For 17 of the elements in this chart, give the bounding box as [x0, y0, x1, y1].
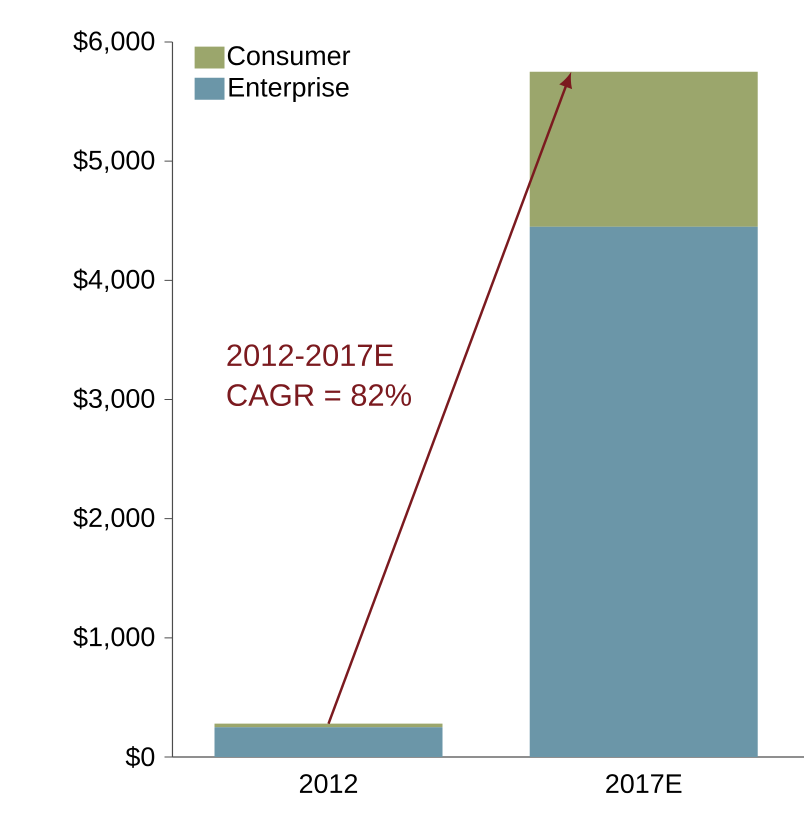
bar [214, 727, 442, 757]
y-tick-label: $2,000 [73, 506, 154, 530]
x-tick-label: 2012 [300, 774, 357, 794]
legend-label: Consumer [228, 46, 350, 66]
y-tick-label: $3,000 [73, 388, 154, 412]
y-tick-label: $4,000 [73, 268, 154, 292]
annotation: 2012-2017E [227, 344, 393, 366]
bar [214, 724, 442, 728]
bar [529, 226, 758, 757]
y-tick-label: $5,000 [73, 149, 154, 173]
x-tick-label: 2017E [606, 774, 682, 794]
y-tick-label: $1,000 [73, 626, 154, 650]
annotation: CAGR = 82% [227, 384, 411, 406]
y-tick-label: $6,000 [73, 30, 154, 54]
y-tick-label: $0 [125, 746, 154, 768]
legend-label: Enterprise [229, 76, 348, 102]
bar [529, 72, 758, 227]
